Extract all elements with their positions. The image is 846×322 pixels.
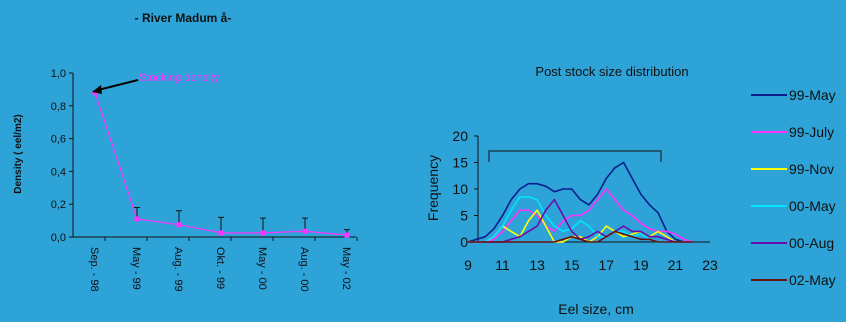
density-line	[94, 92, 348, 236]
legend-label: 00-Aug	[789, 235, 834, 251]
density-chart: - River Madum å- Density ( eel/m2) 0,00,…	[13, 11, 358, 292]
right-x-tick-label: 13	[529, 257, 545, 273]
density-point	[344, 232, 350, 238]
size-distribution-chart: Post stock size distribution Frequency E…	[425, 64, 836, 317]
right-x-tick-label: 23	[702, 257, 718, 273]
series-line-99-May	[467, 161, 693, 243]
right-y-tick-label: 15	[452, 155, 468, 171]
annotation-arrow-head	[92, 85, 102, 94]
legend-label: 99-May	[789, 87, 836, 103]
right-y-ticks: 0 5 10 15 20	[452, 128, 478, 250]
left-y-tick-label: 0,8	[51, 101, 66, 113]
legend: 99-May 99-July 99-Nov 00-May 00-Aug 02-May	[751, 87, 836, 288]
right-x-tick-label: 11	[495, 257, 510, 273]
right-y-tick-label: 0	[460, 234, 468, 250]
left-x-tick-label: May - 00	[256, 247, 268, 290]
left-error-bars	[134, 206, 350, 236]
density-point	[134, 216, 140, 222]
left-x-tick-label: Aug. - 99	[172, 247, 184, 292]
stocking-density-annotation: Stocking density	[92, 72, 220, 94]
left-x-tick-label: Aug. - 00	[298, 247, 310, 292]
left-y-tick-label: 1,0	[51, 68, 66, 80]
right-y-tick-label: 20	[452, 128, 468, 144]
left-x-tick-label: Sep. - 98	[88, 247, 100, 292]
series-line-00-May	[468, 196, 693, 243]
right-x-tick-label: 19	[633, 257, 649, 273]
right-y-axis-label: Frequency	[425, 155, 441, 221]
left-y-tick-label: 0,6	[51, 134, 66, 146]
series-line-02-May	[468, 230, 693, 243]
right-x-ticks: 9 11 13 15 17 19 21 23	[464, 257, 718, 273]
right-y-tick-label: 5	[460, 208, 468, 224]
density-point	[218, 230, 224, 236]
series-line-99-Nov	[468, 209, 693, 243]
left-y-tick-label: 0,0	[51, 232, 66, 244]
right-series-lines	[467, 161, 693, 243]
density-point	[176, 222, 182, 228]
density-points	[92, 90, 350, 238]
right-chart-title: Post stock size distribution	[535, 64, 688, 79]
right-x-tick-label: 21	[668, 257, 684, 273]
annotation-arrow	[97, 79, 139, 91]
left-y-tick-label: 0,4	[51, 166, 66, 178]
legend-label: 99-Nov	[789, 161, 834, 177]
left-x-tick-label: May - 99	[130, 247, 142, 290]
left-y-tick-label: 0,2	[51, 199, 66, 211]
left-y-ticks: 0,0 0,2 0,4 0,6 0,8 1,0	[51, 68, 73, 244]
density-point	[302, 228, 308, 234]
annotation-text: Stocking density	[139, 72, 220, 84]
right-y-tick-label: 10	[452, 181, 468, 197]
left-axes	[72, 73, 356, 238]
left-y-axis-label: Density ( eel/m2)	[13, 114, 24, 193]
left-x-tick-label: Okt. - 99	[214, 247, 226, 289]
left-chart-title: - River Madum å-	[135, 11, 232, 25]
right-x-tick-label: 9	[464, 257, 472, 273]
legend-label: 00-May	[789, 198, 836, 214]
legend-label: 02-May	[789, 272, 836, 288]
density-point	[260, 230, 266, 236]
legend-label: 99-July	[789, 124, 834, 140]
left-x-ticks: Sep. - 98 May - 99 Aug. - 99 Okt. - 99 May -…	[88, 237, 358, 292]
left-x-tick-label: May - 02	[340, 247, 352, 290]
right-x-axis-label: Eel size, cm	[558, 301, 633, 317]
range-bracket	[488, 150, 662, 162]
right-x-tick-label: 15	[564, 257, 580, 273]
density-point	[92, 90, 98, 96]
right-x-tick-label: 17	[598, 257, 614, 273]
